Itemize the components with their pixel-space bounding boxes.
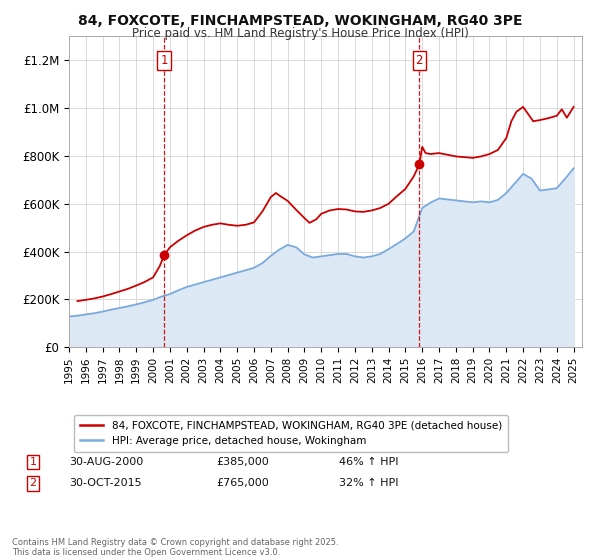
- Text: £765,000: £765,000: [216, 478, 269, 488]
- Text: Price paid vs. HM Land Registry's House Price Index (HPI): Price paid vs. HM Land Registry's House …: [131, 27, 469, 40]
- Text: 30-OCT-2015: 30-OCT-2015: [69, 478, 142, 488]
- Text: 2: 2: [29, 478, 37, 488]
- Text: 2: 2: [416, 54, 423, 67]
- Text: Contains HM Land Registry data © Crown copyright and database right 2025.
This d: Contains HM Land Registry data © Crown c…: [12, 538, 338, 557]
- Legend: 84, FOXCOTE, FINCHAMPSTEAD, WOKINGHAM, RG40 3PE (detached house), HPI: Average p: 84, FOXCOTE, FINCHAMPSTEAD, WOKINGHAM, R…: [74, 414, 508, 452]
- Text: 1: 1: [29, 457, 37, 467]
- Text: 30-AUG-2000: 30-AUG-2000: [69, 457, 143, 467]
- Text: 46% ↑ HPI: 46% ↑ HPI: [339, 457, 398, 467]
- Text: 84, FOXCOTE, FINCHAMPSTEAD, WOKINGHAM, RG40 3PE: 84, FOXCOTE, FINCHAMPSTEAD, WOKINGHAM, R…: [78, 14, 522, 28]
- Text: 32% ↑ HPI: 32% ↑ HPI: [339, 478, 398, 488]
- Text: £385,000: £385,000: [216, 457, 269, 467]
- Text: 1: 1: [160, 54, 168, 67]
